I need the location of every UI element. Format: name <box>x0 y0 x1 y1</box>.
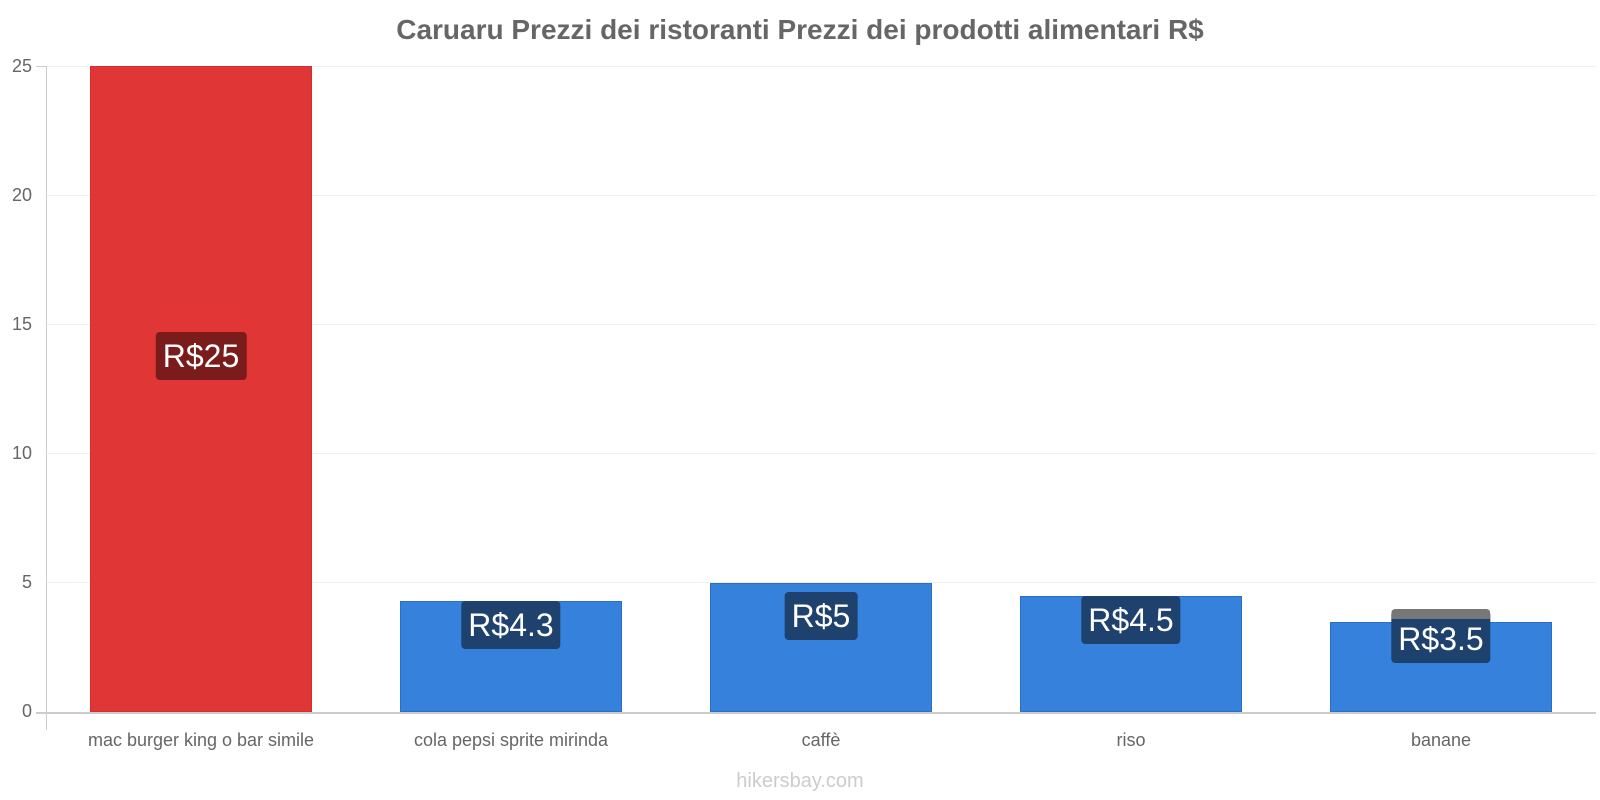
bar-caffe[interactable] <box>710 583 932 712</box>
value-label: R$25 <box>155 332 247 380</box>
y-tick-label: 10 <box>11 443 32 463</box>
gridline-10 <box>46 453 1596 454</box>
y-tick-label: 5 <box>21 572 32 592</box>
chart-title: Caruaru Prezzi dei ristoranti Prezzi dei… <box>396 14 1204 45</box>
gridline-15 <box>46 324 1596 325</box>
x-axis <box>36 712 1596 714</box>
watermark: hikersbay.com <box>736 770 864 792</box>
y-tick-label: 25 <box>11 56 32 76</box>
y-tick-label: 0 <box>21 701 32 721</box>
gridline-20 <box>46 195 1596 196</box>
value-label: R$5 <box>784 592 858 640</box>
x-tick-label: cola pepsi sprite mirinda <box>413 730 609 750</box>
x-tick-label: banane <box>1410 730 1472 750</box>
gridline-5 <box>46 582 1596 583</box>
value-label: R$4.5 <box>1081 596 1181 644</box>
bar-mac-burger[interactable] <box>90 66 312 712</box>
value-label: R$4.3 <box>461 601 561 649</box>
value-label: R$3.5 <box>1391 609 1491 663</box>
y-axis <box>46 66 47 730</box>
x-tick-label: caffè <box>801 730 841 750</box>
x-tick-label: riso <box>1116 730 1146 750</box>
y-tick-label: 20 <box>11 185 32 205</box>
x-tick-label: mac burger king o bar simile <box>87 730 315 750</box>
gridline-25 <box>46 66 1596 67</box>
y-tick-mark <box>36 66 46 67</box>
y-tick-label: 15 <box>11 314 32 334</box>
